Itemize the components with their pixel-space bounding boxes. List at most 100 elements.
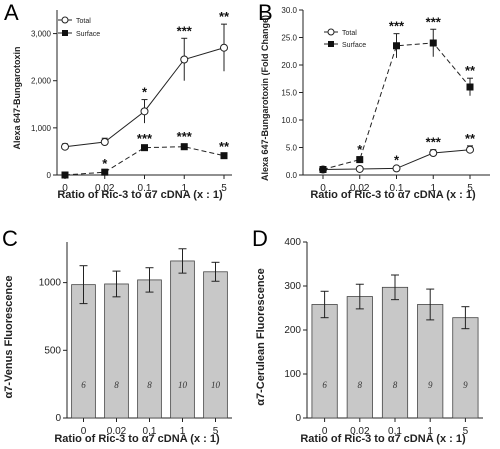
p2-y-tick-label: 30.0	[281, 6, 297, 15]
p3-n-label: 10	[211, 380, 221, 390]
p4-bar	[346, 296, 373, 419]
p4-n-label: 8	[393, 380, 398, 390]
p2-data-point-surface	[319, 166, 327, 173]
x-axis-label-a: Ratio of Ric-3 to α7 cDNA (x : 1)	[57, 189, 223, 201]
p2-data-point-surface	[356, 156, 364, 164]
y-axis-label-c: α7-Venus Fluorescence	[3, 276, 15, 399]
p4-x-tick-label: 5	[463, 426, 469, 437]
x-axis-label-c: Ratio of Ric-3 to α7 cDNA (x : 1)	[54, 433, 220, 445]
p1-significance-marker: ***	[177, 23, 193, 38]
p4-n-label: 6	[322, 380, 327, 390]
p3-n-label: 8	[147, 380, 152, 390]
legend-label-surface-a: Surface	[76, 31, 100, 38]
y-axis-label-b-text: Alexa 647-Bungarotoxin (Fold Change)	[260, 15, 270, 181]
legend-label-total-b: Total	[342, 30, 357, 37]
p1-y-tick-label: 1,000	[31, 124, 52, 133]
p4-x-tick-label: 1	[427, 426, 433, 437]
p2-significance-marker: ***	[389, 19, 405, 34]
x-axis-label-b: Ratio of Ric-3 to α7 cDNA (x : 1)	[310, 189, 476, 201]
p1-data-point-surface	[180, 143, 188, 151]
p1-x-tick-label: 0.1	[138, 183, 152, 194]
p1-data-point-surface	[141, 144, 148, 152]
p3-bar	[203, 271, 228, 419]
p4-x-tick-label: 0.02	[350, 426, 370, 437]
legend-marker-total-a	[61, 16, 69, 24]
p2-significance-marker: *	[357, 142, 363, 157]
p2-x-tick-label: 0	[320, 183, 326, 194]
p1-data-point-surface	[220, 152, 228, 160]
panel-letter-c: C	[2, 226, 18, 251]
p2-y-tick-label: 0.0	[286, 171, 298, 180]
legend-marker-total-b	[327, 28, 335, 36]
panel-c: C α7-Venus Fluorescence Ratio of Ric-3 t…	[2, 226, 232, 445]
p2-data-point-surface	[429, 39, 437, 47]
p3-bar	[170, 260, 195, 419]
p1-data-point-total	[61, 142, 69, 151]
p2-x-tick-label: 0.1	[390, 183, 404, 194]
p2-data-point-total	[392, 164, 401, 173]
p3-bar	[104, 283, 129, 419]
p1-data-point-total	[220, 43, 228, 52]
p3-x-tick-label: 0.1	[143, 426, 157, 437]
p2-data-point-surface	[393, 42, 400, 50]
x-axis-label-d: Ratio of Ric-3 to α7 cDNA (x : 1)	[300, 433, 466, 445]
p1-significance-marker: *	[142, 85, 148, 100]
legend-a: Total Surface	[58, 16, 100, 38]
p4-bar	[381, 286, 409, 419]
legend-b: Total Surface	[324, 28, 366, 49]
p4-bar	[417, 304, 444, 419]
panel-d: D α7-Cerulean Fluorescence Ratio of Ric-…	[252, 226, 483, 445]
p1-x-tick-label: 5	[221, 183, 227, 194]
p3-n-label: 6	[81, 380, 86, 390]
p1-data-point-total	[140, 107, 149, 116]
p4-y-tick-label: 100	[284, 369, 301, 380]
panel-letter-b: B	[258, 0, 273, 25]
p4-bar	[311, 304, 338, 419]
p4-x-tick-label: 0	[322, 426, 328, 437]
p1-significance-marker: **	[219, 9, 230, 24]
panel-letter-d: D	[252, 226, 268, 251]
p2-x-tick-label: 1	[430, 183, 436, 194]
p4-n-label: 9	[428, 380, 433, 390]
p1-series-line-surface	[64, 146, 225, 176]
p3-bar	[71, 284, 96, 419]
p3-x-tick-label: 0.02	[107, 426, 127, 437]
p2-x-tick-label: 5	[467, 183, 473, 194]
p2-significance-marker: **	[465, 131, 476, 146]
panel-letter-a: A	[4, 0, 19, 25]
p3-y-tick-label: 0	[55, 413, 61, 424]
p1-x-tick-label: 1	[181, 183, 187, 194]
p2-data-point-total	[466, 145, 474, 154]
panel-b: B Alexa 647-Bungarotoxin (Fold Change) R…	[258, 0, 490, 201]
p3-y-tick-label: 500	[44, 345, 61, 356]
p4-y-tick-label: 200	[284, 325, 301, 336]
p3-x-tick-label: 0	[81, 426, 87, 437]
p2-y-tick-label: 5.0	[286, 144, 298, 153]
p2-y-tick-label: 20.0	[281, 61, 297, 70]
p2-y-tick-label: 15.0	[281, 89, 297, 98]
p2-data-point-total	[355, 164, 364, 173]
p1-significance-marker: **	[219, 139, 230, 154]
panel-a: A Alexa 647-Bungarotoxin Ratio of Ric-3 …	[4, 0, 232, 201]
p2-significance-marker: ***	[426, 135, 442, 150]
p1-y-tick-label: 2,000	[31, 77, 52, 86]
p1-significance-marker: ***	[137, 131, 153, 146]
p2-y-tick-label: 10.0	[281, 116, 297, 125]
p4-y-tick-label: 0	[295, 413, 301, 424]
p1-significance-marker: *	[102, 156, 108, 171]
p3-x-tick-label: 1	[180, 426, 186, 437]
p2-significance-marker: ***	[426, 14, 442, 29]
p2-data-point-surface	[466, 83, 474, 91]
p1-data-point-total	[180, 55, 189, 64]
y-axis-label-a: Alexa 647-Bungarotoxin	[12, 46, 22, 149]
y-axis-label-d: α7-Cerulean Fluorescence	[255, 268, 267, 406]
legend-label-surface-b: Surface	[342, 42, 366, 49]
legend-marker-surface-a	[62, 30, 68, 36]
p2-significance-marker: *	[394, 152, 400, 167]
p3-n-label: 10	[178, 380, 188, 390]
p3-n-label: 8	[114, 380, 119, 390]
p3-bar	[137, 279, 162, 419]
legend-label-total-a: Total	[76, 18, 91, 25]
legend-marker-surface-b	[328, 41, 334, 47]
